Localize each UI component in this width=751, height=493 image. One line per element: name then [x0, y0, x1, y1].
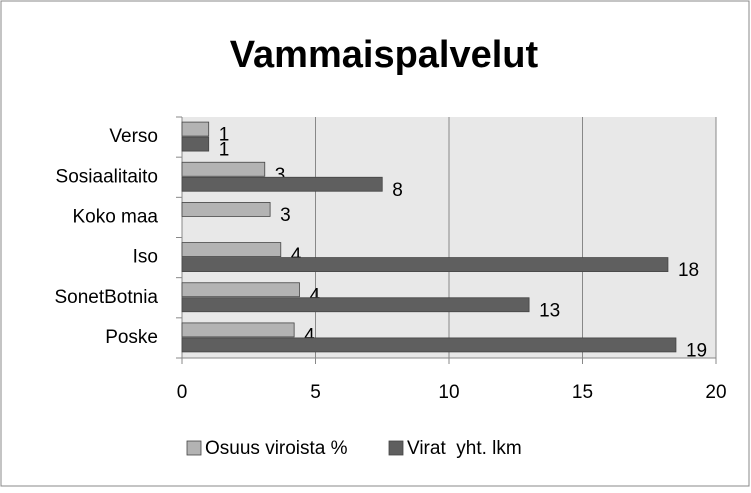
legend-swatch	[388, 440, 404, 456]
bar	[181, 202, 271, 217]
legend-swatch	[186, 440, 202, 456]
value-label: 1	[219, 125, 230, 146]
legend-label: Virat yht. lkm	[407, 438, 522, 459]
bar	[181, 282, 300, 298]
x-tick-label: 10	[438, 382, 459, 403]
bar	[181, 242, 282, 257]
y-tick-label: Verso	[109, 126, 158, 147]
bar	[181, 322, 295, 338]
value-label: 4	[309, 285, 320, 306]
y-tick-label: Sosiaalitaito	[56, 166, 158, 187]
value-label: 4	[291, 245, 302, 266]
bar	[181, 297, 530, 313]
x-tick-label: 0	[177, 382, 188, 403]
y-tick-label: Koko maa	[72, 206, 158, 227]
bar	[181, 337, 677, 353]
bar	[181, 121, 210, 137]
y-tick-label: SonetBotnia	[54, 287, 158, 308]
value-label: 13	[539, 300, 560, 321]
value-label: 18	[678, 260, 699, 281]
value-label: 19	[686, 340, 707, 361]
y-tick-label: Iso	[133, 247, 158, 268]
bar	[181, 161, 266, 177]
legend-label: Osuus viroista %	[205, 438, 348, 459]
x-tick-label: 15	[572, 382, 593, 403]
bar	[181, 136, 210, 152]
value-label: 8	[392, 180, 403, 201]
value-label: 3	[280, 205, 291, 226]
value-label: 1	[219, 140, 230, 161]
y-tick-label: Poske	[105, 327, 158, 348]
bar	[181, 257, 669, 272]
x-tick-label: 5	[310, 382, 321, 403]
bar	[181, 176, 383, 192]
value-label: 4	[304, 325, 315, 346]
x-tick-label: 20	[705, 382, 726, 403]
chart-title: Vammaispalvelut	[230, 34, 539, 76]
value-label: 3	[275, 165, 286, 186]
